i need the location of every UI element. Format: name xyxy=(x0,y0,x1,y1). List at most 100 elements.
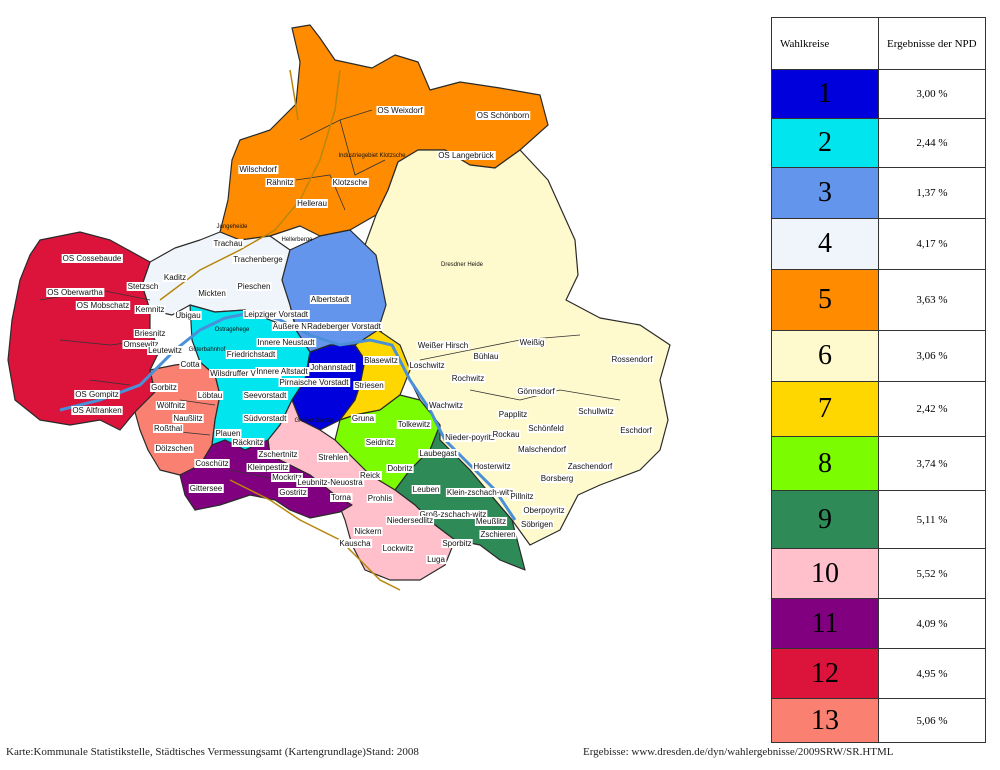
map-district-label: Rossendorf xyxy=(612,355,654,364)
map-label-background xyxy=(212,239,244,248)
footer-results-url[interactable]: Ergebisse: www.dresden.de/dyn/wahlergebn… xyxy=(583,746,894,758)
map-district-label: Wilsdruffer Vorstadt xyxy=(210,369,280,378)
map-label-background xyxy=(441,539,473,548)
map-label-background xyxy=(619,426,654,435)
map-district-label: Seidnitz xyxy=(366,438,394,447)
map-label-background xyxy=(150,383,178,392)
map-district-label: Gruna xyxy=(352,414,375,423)
legend-row: 9 5,11 % xyxy=(771,490,986,549)
legend-wahlkreis-number: 1 xyxy=(771,69,879,119)
map-label-background xyxy=(172,414,204,423)
map-label-background xyxy=(445,488,515,497)
map-district-label: Meußlitz xyxy=(476,517,506,526)
map-district-label: OS Altfranken xyxy=(72,406,121,415)
map-district-label: Wölfnitz xyxy=(157,401,185,410)
map-label-background xyxy=(179,360,202,369)
map-district-label: Zaschendorf xyxy=(568,462,613,471)
map-district-label: Innere Altstadt xyxy=(256,367,308,376)
map-district-label: Dresdner Heide xyxy=(441,262,484,268)
map-district-label: Güterbahnhof xyxy=(189,347,226,353)
map-district-label: Roßthal xyxy=(154,424,182,433)
map-district-label: Lockwitz xyxy=(383,544,414,553)
map-label-background xyxy=(418,449,459,458)
map-district-label: Gorbitz xyxy=(151,383,177,392)
legend-wahlkreis-number: 11 xyxy=(771,598,879,649)
map-label-background xyxy=(416,341,470,350)
legend-npd-result: 5,11 % xyxy=(878,490,986,549)
map-label-background xyxy=(411,485,441,494)
map-label-background xyxy=(209,369,282,378)
legend-npd-result: 5,06 % xyxy=(878,698,986,743)
map-label-background xyxy=(126,282,160,291)
map-label-background xyxy=(134,305,166,314)
map-label-background xyxy=(386,464,414,473)
map-label-background xyxy=(516,387,557,396)
map-district-label: Striesen xyxy=(354,381,383,390)
map-district-label: Leubnitz-Neuostra xyxy=(297,478,363,487)
map-label-background xyxy=(296,478,365,487)
legend-wahlkreis-number: 8 xyxy=(771,436,879,491)
map-label-background xyxy=(338,539,373,548)
legend-npd-result: 5,52 % xyxy=(878,548,986,599)
legend-wahlkreis-number: 12 xyxy=(771,648,879,699)
map-label-background xyxy=(479,530,517,539)
map-label-background xyxy=(385,516,435,525)
map-district-label: Wilschdorf xyxy=(239,165,277,174)
map-label-background xyxy=(364,438,396,447)
map-label-background xyxy=(278,378,351,387)
map-label-background xyxy=(519,520,555,529)
map-label-background xyxy=(271,322,336,331)
map-district-label: Kleinpestitz xyxy=(248,463,289,472)
map-district-label: Eschdorf xyxy=(620,426,652,435)
map-district-label: Plauen xyxy=(216,429,241,438)
map-district-label: Großer Garten xyxy=(294,418,333,424)
elbe-river xyxy=(59,310,517,521)
legend-row: 1 3,00 % xyxy=(771,69,986,119)
map-label-background xyxy=(475,111,531,120)
map-district-label: Weißer Hirsch xyxy=(418,341,469,350)
legend-row: 12 4,95 % xyxy=(771,648,986,699)
map-district-label: Luga xyxy=(427,555,445,564)
map-district-label: Borsberg xyxy=(541,474,573,483)
legend-wahlkreis-number: 4 xyxy=(771,218,879,270)
map-district-label: OS Oberwartha xyxy=(47,288,103,297)
map-district-label: Zschieren xyxy=(480,530,515,539)
map-district-label: Trachau xyxy=(213,239,242,248)
legend-row: 3 1,37 % xyxy=(771,167,986,219)
map-district-label: Mickten xyxy=(198,289,226,298)
map-district-label: Gostritz xyxy=(279,488,307,497)
map-district-label: Leuben xyxy=(413,485,440,494)
map-label-background xyxy=(256,338,317,347)
legend-npd-result: 2,44 % xyxy=(878,118,986,168)
map-label-background xyxy=(491,430,521,439)
map-district-label: Kauscha xyxy=(339,539,371,548)
map-district-label: Papplitz xyxy=(499,410,527,419)
map-district-label: Coschütz xyxy=(195,459,228,468)
map-label-background xyxy=(358,471,382,480)
map-label-background xyxy=(522,506,566,515)
map-district-label: Briesnitz xyxy=(135,329,166,338)
map-label-background xyxy=(122,340,160,349)
map-district-label: Strehlen xyxy=(318,453,348,462)
map-label-background xyxy=(197,289,227,298)
legend-row: 4 4,17 % xyxy=(771,218,986,270)
map-label-background xyxy=(577,407,615,416)
map-district-label: Radeberger Vorstadt xyxy=(307,322,382,331)
map-district-label: Nieder-poyritz xyxy=(445,433,495,442)
legend-wahlkreis-number: 7 xyxy=(771,381,879,437)
map-district-label: Hellerau xyxy=(297,199,327,208)
map-district-label: Prohlis xyxy=(368,494,392,503)
map-label-background xyxy=(426,555,447,564)
map-label-background xyxy=(353,381,385,390)
map-label-background xyxy=(450,374,486,383)
map-district-label: Mockritz xyxy=(272,473,302,482)
legend-wahlkreis-number: 9 xyxy=(771,490,879,549)
map-label-background xyxy=(331,178,369,187)
map-label-background xyxy=(472,462,512,471)
map-district-label: Loschwitz xyxy=(409,361,444,370)
map-label-background xyxy=(418,510,488,519)
legend-row: 6 3,06 % xyxy=(771,330,986,382)
map-label-background xyxy=(296,199,328,208)
map-label-background xyxy=(509,492,535,501)
map-district-label: Friedrichstadt xyxy=(227,350,276,359)
